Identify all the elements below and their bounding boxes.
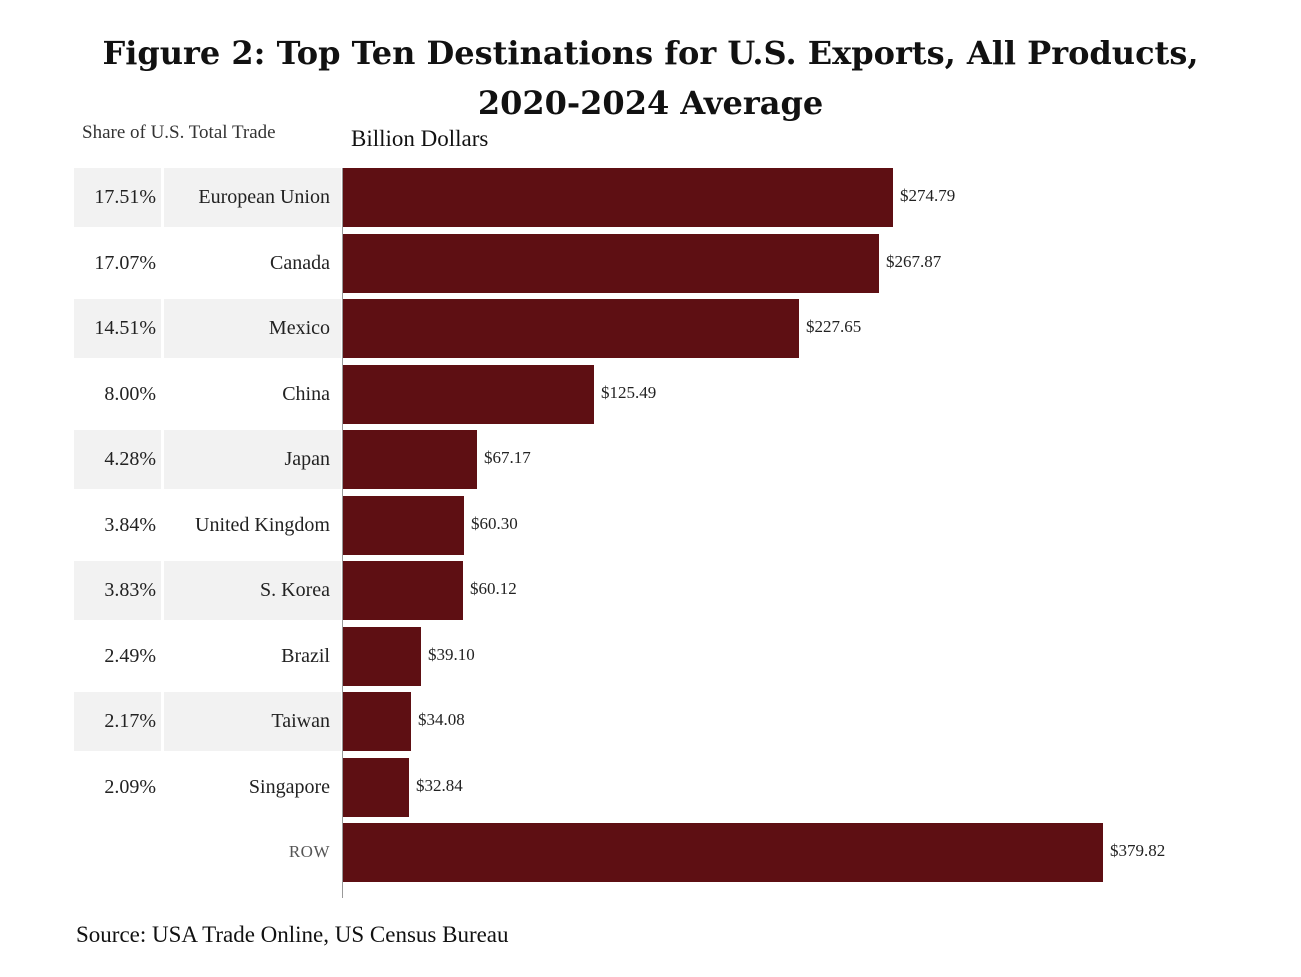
row-band-share [74,299,161,358]
source-note: Source: USA Trade Online, US Census Bure… [76,922,509,947]
row-band-name [164,430,341,489]
share-label: 17.51% [94,186,156,208]
share-label: 17.07% [94,251,156,274]
bar [343,168,893,227]
category-label: ROW [288,842,330,861]
share-label: 2.49% [104,644,156,667]
share-label: 8.00% [104,382,156,405]
value-label: $39.10 [428,644,475,664]
share-label: 3.83% [104,579,156,601]
category-label: United Kingdom [195,513,330,536]
category-label: Taiwan [271,710,330,732]
value-label: $227.65 [806,317,862,336]
category-label: Japan [284,448,330,470]
row-band-name [164,561,341,620]
bar [343,299,799,358]
chart-title-line-1: Figure 2: Top Ten Destinations for U.S. … [102,34,1199,72]
bar [343,692,411,751]
row-band-share [74,430,161,489]
bar [343,495,464,555]
row-band-share [74,561,161,620]
value-label: $32.84 [416,775,463,795]
bar [343,561,463,620]
category-label: Brazil [281,644,330,667]
category-label: Singapore [248,775,330,798]
value-label: $67.17 [484,448,531,467]
category-label: China [282,382,330,405]
row-band-share [74,692,161,751]
value-label: $267.87 [886,251,942,271]
row-band-name [164,168,341,227]
value-label: $274.79 [900,186,956,205]
bar [343,430,477,489]
value-label: $379.82 [1110,841,1166,860]
category-label: European Union [198,186,330,208]
bar [343,626,421,686]
share-label: 14.51% [94,317,156,339]
share-label: 2.17% [104,710,156,732]
value-axis-label: Billion Dollars [351,126,489,151]
share-label: 3.84% [104,513,156,536]
bar [343,364,594,424]
category-label: Mexico [268,317,330,339]
row-band-share [74,168,161,227]
share-label: 4.28% [104,448,156,470]
value-label: $60.12 [470,579,517,598]
bar [343,823,1103,882]
chart-title-line-2: 2020-2024 Average [477,84,824,122]
bar [343,233,879,293]
chart-title: Figure 2: Top Ten Destinations for U.S. … [0,28,1301,128]
value-label: $60.30 [471,513,518,533]
row-band-name [164,299,341,358]
bar [343,757,409,817]
value-label: $125.49 [601,382,657,402]
row-band-name [164,692,341,751]
share-label: 2.09% [104,775,156,798]
category-axis-line [342,168,343,898]
category-label: S. Korea [260,579,330,601]
value-label: $34.08 [418,710,465,729]
share-column-header: Share of U.S. Total Trade [82,122,276,143]
category-label: Canada [270,251,330,274]
